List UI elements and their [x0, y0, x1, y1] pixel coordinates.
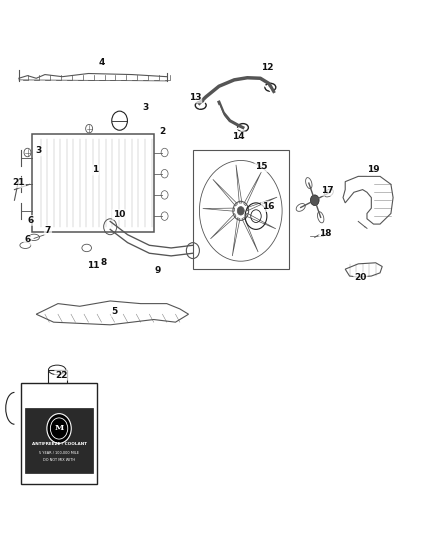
Text: 5: 5 — [111, 307, 118, 316]
Text: 19: 19 — [367, 166, 380, 174]
Text: 3: 3 — [35, 147, 42, 156]
Bar — [25, 408, 93, 473]
Text: 20: 20 — [354, 272, 367, 281]
Text: 13: 13 — [189, 93, 201, 102]
Text: DO NOT MIX WITH: DO NOT MIX WITH — [43, 458, 75, 462]
Bar — [48, 370, 67, 383]
Text: 5 YEAR / 100,000 MILE: 5 YEAR / 100,000 MILE — [39, 451, 79, 455]
Bar — [193, 150, 289, 269]
Text: MOPAR: MOPAR — [49, 391, 69, 395]
Text: 12: 12 — [261, 63, 273, 72]
Text: 8: 8 — [101, 259, 107, 267]
Text: 6: 6 — [25, 236, 31, 245]
Circle shape — [237, 207, 244, 215]
Text: 17: 17 — [321, 186, 334, 195]
Text: 14: 14 — [232, 132, 245, 141]
Text: 1: 1 — [92, 166, 98, 174]
Text: ANTIFREEZE / COOLANT: ANTIFREEZE / COOLANT — [32, 442, 87, 446]
Circle shape — [311, 195, 319, 206]
Text: 15: 15 — [255, 163, 268, 171]
Text: 21: 21 — [13, 178, 25, 187]
Text: M: M — [54, 424, 64, 432]
Text: 11: 11 — [87, 261, 99, 270]
Text: 18: 18 — [319, 229, 332, 238]
Text: 4: 4 — [98, 58, 105, 67]
Text: 3: 3 — [142, 103, 148, 112]
Text: 2: 2 — [159, 127, 166, 136]
Text: 22: 22 — [55, 370, 68, 379]
Text: 9: 9 — [154, 266, 160, 275]
Text: 16: 16 — [262, 202, 275, 211]
Bar — [21, 383, 97, 484]
Text: 7: 7 — [45, 226, 51, 235]
Text: 10: 10 — [113, 210, 125, 219]
Text: 6: 6 — [28, 216, 34, 225]
Bar — [32, 134, 154, 232]
Circle shape — [47, 414, 71, 443]
